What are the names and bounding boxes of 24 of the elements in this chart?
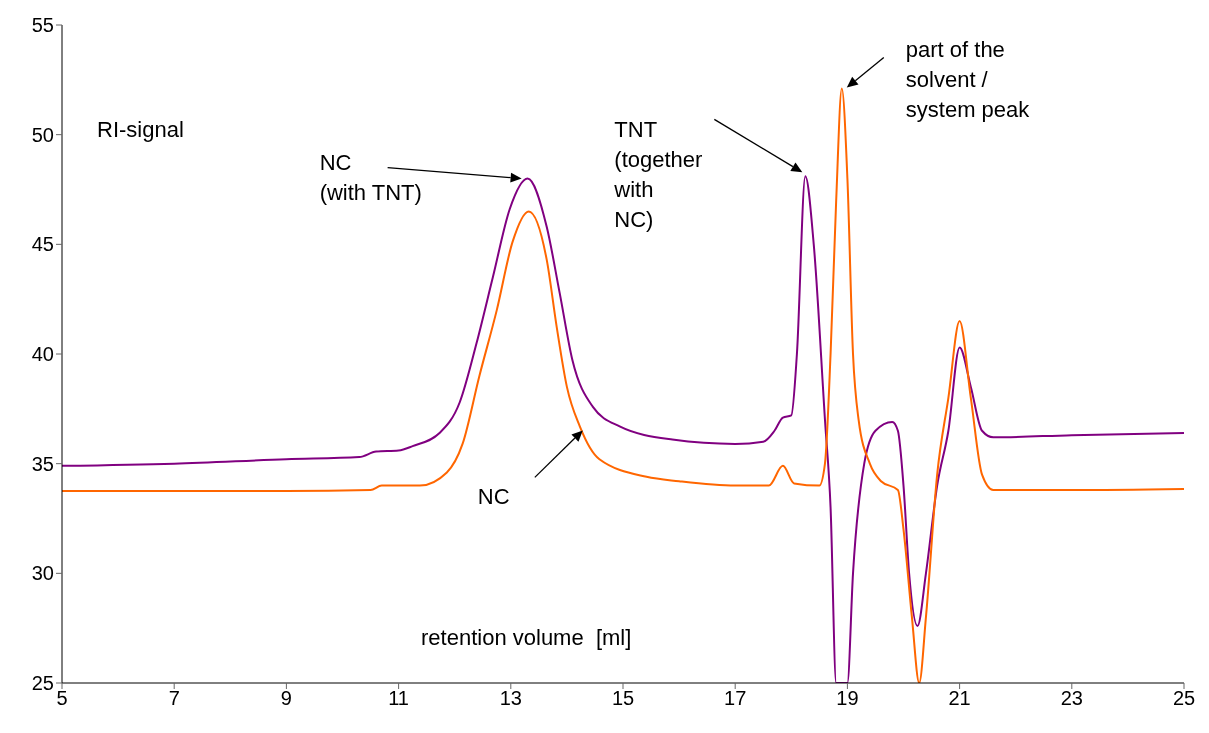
x-tick-label: 25	[1172, 687, 1196, 710]
x-tick-label: 9	[280, 687, 292, 710]
x-tick-label: 15	[611, 687, 635, 710]
x-tick-label: 13	[499, 687, 522, 710]
y-tick-label: 25	[31, 672, 54, 695]
x-tick-label: 23	[1060, 687, 1083, 710]
annotation: NC (with TNT)	[319, 149, 422, 205]
y-tick-label: 40	[31, 343, 54, 366]
x-tick-label: 19	[836, 687, 859, 710]
y-tick-label: 45	[31, 233, 54, 256]
x-tick-label: 21	[948, 687, 971, 710]
x-tick-label: 5	[56, 687, 68, 710]
x-axis-title: retention volume [ml]	[421, 625, 632, 650]
y-tick-label: 35	[31, 452, 54, 475]
y-tick-label: 50	[31, 123, 54, 146]
annotation: part of the solvent / system peak	[905, 36, 1031, 122]
annotation: NC	[477, 484, 510, 510]
x-tick-label: 17	[724, 687, 747, 710]
y-tick-label: 30	[31, 562, 54, 585]
y-tick-label: 55	[31, 14, 54, 37]
x-tick-label: 7	[168, 687, 180, 710]
x-tick-label: 11	[388, 687, 409, 710]
y-axis-title: RI-signal	[97, 117, 184, 142]
annotation: TNT (together with NC)	[613, 117, 703, 233]
